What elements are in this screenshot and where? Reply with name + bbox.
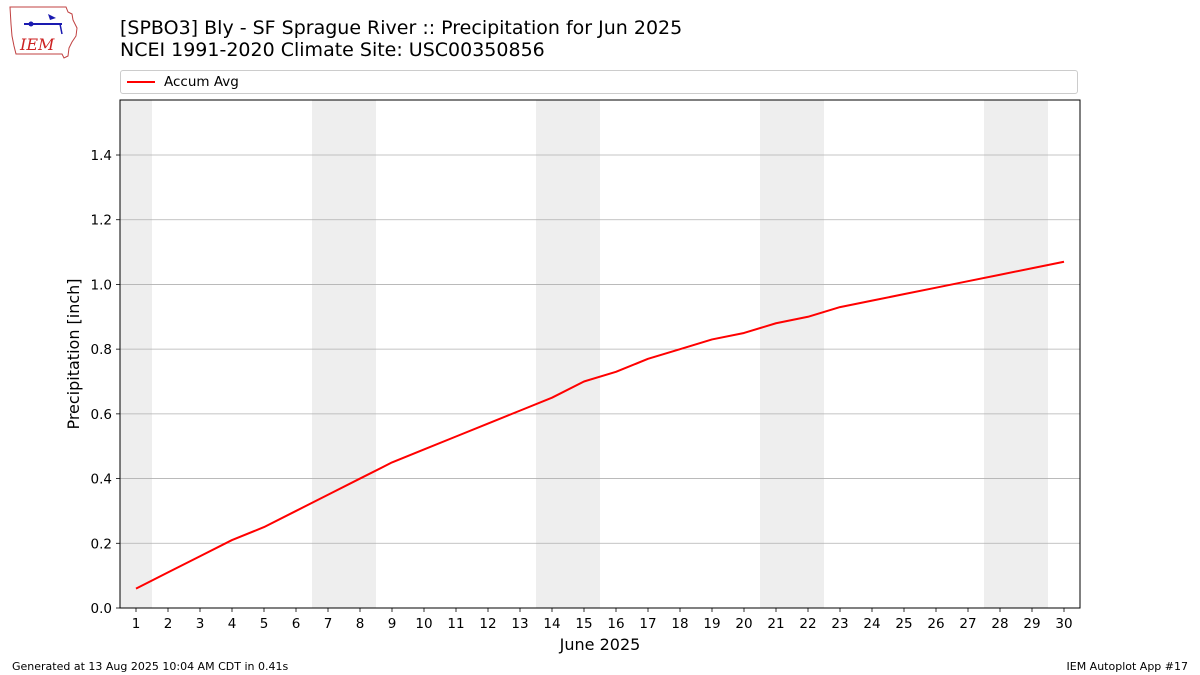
- weekend-shade-band: [312, 100, 376, 608]
- x-tick-label: 24: [863, 616, 880, 632]
- x-tick-label: 28: [991, 616, 1008, 632]
- chart-title: [SPBO3] Bly - SF Sprague River :: Precip…: [120, 17, 683, 39]
- series-line-accum-avg: [135, 260, 1065, 590]
- x-tick-label: 11: [447, 616, 464, 632]
- x-tick-label: 22: [799, 616, 816, 632]
- x-tick-label: 30: [1055, 616, 1072, 632]
- x-tick-label: 10: [415, 616, 432, 632]
- y-tick-label: 0.2: [91, 536, 112, 552]
- x-tick-label: 17: [639, 616, 656, 632]
- x-tick-label: 15: [575, 616, 592, 632]
- x-tick-label: 9: [388, 616, 397, 632]
- x-tick-label: 4: [228, 616, 237, 632]
- legend-swatch-accum-avg: [127, 81, 155, 83]
- weekend-shade-band: [760, 100, 824, 608]
- x-tick-label: 8: [356, 616, 365, 632]
- footer-app-text: IEM Autoplot App #17: [1066, 660, 1189, 673]
- x-tick-label: 13: [511, 616, 528, 632]
- chart-subtitle: NCEI 1991-2020 Climate Site: USC00350856: [120, 39, 545, 61]
- x-tick-label: 18: [671, 616, 688, 632]
- legend-label-accum-avg: Accum Avg: [164, 74, 239, 90]
- x-tick-label: 23: [831, 616, 848, 632]
- x-tick-label: 1: [132, 616, 141, 632]
- weekend-shade-band: [536, 100, 600, 608]
- x-tick-label: 2: [164, 616, 173, 632]
- x-tick-label: 3: [196, 616, 205, 632]
- iem-logo: IEM: [9, 6, 78, 59]
- x-tick-label: 25: [895, 616, 912, 632]
- x-tick-label: 16: [607, 616, 624, 632]
- x-tick-label: 26: [927, 616, 944, 632]
- logo-wordmark: IEM: [19, 35, 55, 54]
- x-tick-label: 6: [292, 616, 301, 632]
- footer-generated-text: Generated at 13 Aug 2025 10:04 AM CDT in…: [12, 660, 289, 673]
- x-axis-label: June 2025: [559, 635, 641, 654]
- x-tick-label: 27: [959, 616, 976, 632]
- y-tick-label: 0.8: [91, 342, 112, 358]
- x-tick-label: 20: [735, 616, 752, 632]
- x-tick-label: 29: [1023, 616, 1040, 632]
- y-axis-label: Precipitation [inch]: [64, 278, 83, 429]
- x-tick-label: 7: [324, 616, 333, 632]
- x-tick-label: 21: [767, 616, 784, 632]
- y-tick-label: 1.0: [91, 277, 112, 293]
- y-tick-label: 0.0: [91, 601, 112, 617]
- plot-frame: [119, 99, 1081, 609]
- x-tick-label: 19: [703, 616, 720, 632]
- x-tick-label: 14: [543, 616, 560, 632]
- weekend-shade-band: [120, 100, 152, 608]
- weekend-shade-band: [984, 100, 1048, 608]
- y-tick-label: 0.4: [91, 472, 112, 488]
- legend: Accum Avg: [120, 70, 1078, 94]
- y-tick-label: 1.2: [91, 213, 112, 229]
- x-tick-label: 12: [479, 616, 496, 632]
- y-tick-label: 1.4: [91, 148, 112, 164]
- y-tick-label: 0.6: [91, 407, 112, 423]
- x-tick-label: 5: [260, 616, 269, 632]
